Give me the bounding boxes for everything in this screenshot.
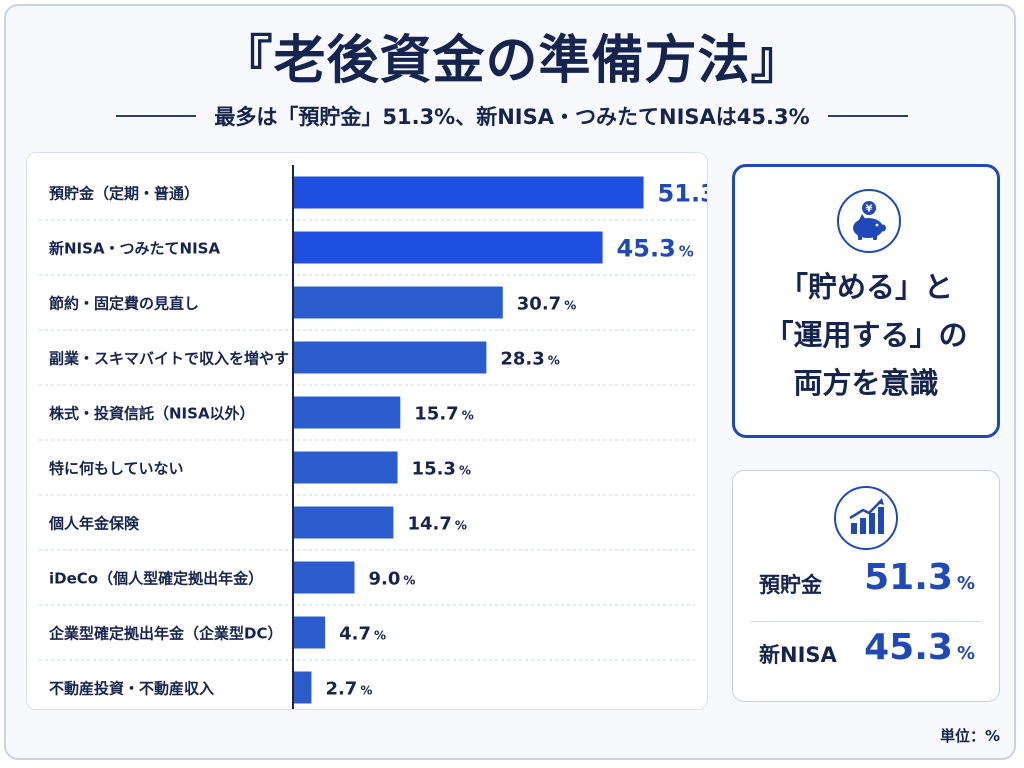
page-title: 『老後資金の準備方法』: [220, 31, 804, 91]
value-label: 2.7%: [325, 679, 372, 700]
category-label: 預貯金（定期・普通）: [49, 185, 199, 203]
bar: [293, 341, 487, 374]
subtitle-right-rule: [827, 115, 908, 117]
callout-line-1: 「貯める」と: [778, 270, 953, 304]
category-label: 企業型確定拠出年金（企業型DC）: [48, 625, 282, 643]
stat-label: 新NISA: [759, 643, 837, 667]
callout-line-3: 両方を意識: [793, 366, 939, 400]
bar: [293, 231, 603, 264]
bar: [293, 506, 394, 539]
stat-row-savings: 預貯金 51.3%: [733, 557, 999, 617]
bar: [293, 286, 503, 319]
piggy-bank-icon: ¥: [837, 189, 901, 253]
stat-value: 45.3%: [864, 627, 975, 668]
value-label: 28.3%: [500, 349, 559, 370]
stat-value: 51.3%: [864, 557, 975, 598]
bar: [293, 561, 355, 594]
value-label: 45.3%: [617, 235, 694, 263]
bar: [293, 176, 644, 209]
category-label: 副業・スキマバイトで収入を増やす: [49, 350, 289, 368]
page-subtitle: 最多は「預貯金」51.3%、新NISA・つみたてNISAは45.3%: [214, 105, 810, 129]
bar: [293, 451, 398, 484]
bar: [293, 396, 401, 429]
value-label: 15.3%: [412, 459, 471, 480]
bar: [293, 616, 326, 649]
bar-chart: 預貯金（定期・普通） 51.3% 新NISA・つみたてNISA 45.3% 節約・固定費…: [39, 165, 707, 709]
chart-panel: 預貯金（定期・普通） 51.3% 新NISA・つみたてNISA 45.3% 節約・固定費…: [26, 152, 708, 710]
unit-note: 単位：%: [939, 727, 1000, 745]
category-label: 節約・固定費の見直し: [49, 295, 199, 313]
key-message-callout: ¥ 「貯める」と 「運用する」の 両方を意識: [732, 164, 1000, 438]
bar: [293, 671, 312, 704]
stat-label: 預貯金: [759, 573, 822, 597]
category-label: 個人年金保険: [48, 515, 140, 533]
category-label: iDeCo（個人型確定拠出年金）: [49, 570, 263, 588]
subtitle-row: 最多は「預貯金」51.3%、新NISA・つみたてNISAは45.3%: [0, 100, 1024, 132]
stat-divider: [751, 621, 981, 622]
category-label: 新NISA・つみたてNISA: [49, 240, 220, 258]
key-stats-panel: 預貯金 51.3% 新NISA 45.3%: [732, 470, 1000, 702]
svg-text:¥: ¥: [866, 204, 873, 215]
value-label: 15.7%: [414, 404, 473, 425]
value-label: 30.7%: [517, 294, 576, 315]
value-label: 9.0%: [369, 569, 416, 590]
category-label: 特に何もしていない: [49, 460, 184, 478]
category-label: 株式・投資信託（NISA以外）: [49, 405, 255, 423]
callout-line-2: 「運用する」の: [764, 318, 968, 352]
subtitle-left-rule: [116, 115, 197, 117]
stat-row-nisa: 新NISA 45.3%: [733, 627, 999, 687]
growth-chart-icon: [833, 485, 899, 551]
value-label: 51.3%: [658, 180, 707, 208]
value-label: 4.7%: [339, 624, 386, 645]
value-label: 14.7%: [407, 514, 466, 535]
category-label: 不動産投資・不動産収入: [49, 680, 214, 698]
